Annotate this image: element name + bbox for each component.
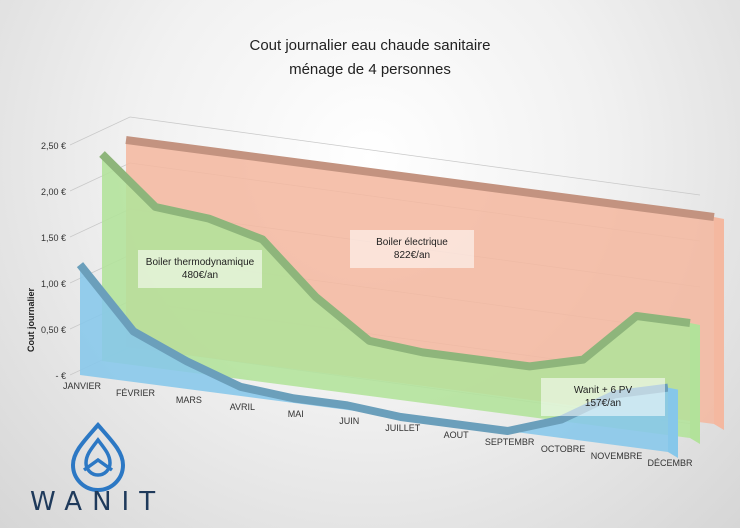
series-annotation-text: 822€/an [394, 250, 430, 261]
y-tick-label: 0,50 € [41, 325, 66, 335]
x-tick-label: NOVEMBRE [591, 451, 643, 461]
x-tick-label: JUIN [339, 416, 359, 426]
x-tick-label: JANVIER [63, 381, 102, 391]
series-annotation-text: Boiler électrique [376, 237, 448, 248]
x-tick-label: OCTOBRE [541, 444, 585, 454]
x-tick-label: JUILLET [385, 423, 421, 433]
x-tick-label: MAI [288, 409, 304, 419]
series-areas [76, 136, 724, 458]
y-tick-label: 2,50 € [41, 141, 66, 151]
x-tick-label: SEPTEMBR [485, 437, 535, 447]
x-tick-label: AVRIL [230, 402, 255, 412]
y-tick-label: - € [55, 371, 66, 381]
series-annotation-text: 480€/an [182, 270, 218, 281]
brand-name: WANIT [30, 487, 165, 517]
series-side-face [690, 323, 700, 444]
series-top-edge [125, 136, 715, 221]
x-axis-ticks: JANVIER FÉVRIER MARS AVRIL MAI JUIN JUILLET AOU… [63, 381, 693, 468]
x-tick-label: FÉVRIER [116, 388, 156, 398]
y-tick-label: 1,00 € [41, 279, 66, 289]
y-axis-label: Cout journalier [26, 288, 36, 352]
x-tick-label: DÉCEMBR [647, 458, 693, 468]
x-tick-label: AOUT [444, 430, 470, 440]
chart-title-line: ménage de 4 personnes [289, 61, 451, 78]
series-annotation-text: Boiler thermodynamique [146, 257, 255, 268]
y-tick-label: 2,00 € [41, 187, 66, 197]
annotation-box [138, 250, 262, 288]
series-area [80, 264, 668, 452]
chart-title-line: Cout journalier eau chaude sanitaire [250, 37, 491, 54]
annotation-box [541, 378, 665, 416]
series-top-edge [99, 151, 691, 371]
water-drop-icon [70, 421, 126, 492]
y-axis-ticks: - € 0,50 € 1,00 € 1,50 € 2,00 € 2,50 € [41, 141, 66, 381]
y-tick-label: 1,50 € [41, 233, 66, 243]
gridline [129, 116, 701, 196]
series-side-face [714, 217, 724, 430]
x-tick-label: MARS [176, 395, 202, 405]
annotation-box [350, 230, 474, 268]
chart-title: Cout journalier eau chaude sanitaire ména… [250, 37, 491, 78]
series-side-face [668, 387, 678, 458]
series-annotations: Boiler électrique 822€/an Boiler thermodyn… [138, 230, 665, 416]
wanit-logo: WANIT [30, 421, 165, 517]
series-annotation-text: 157€/an [585, 398, 621, 409]
gridline [69, 116, 131, 146]
series-annotation-text: Wanit + 6 PV [574, 385, 633, 396]
